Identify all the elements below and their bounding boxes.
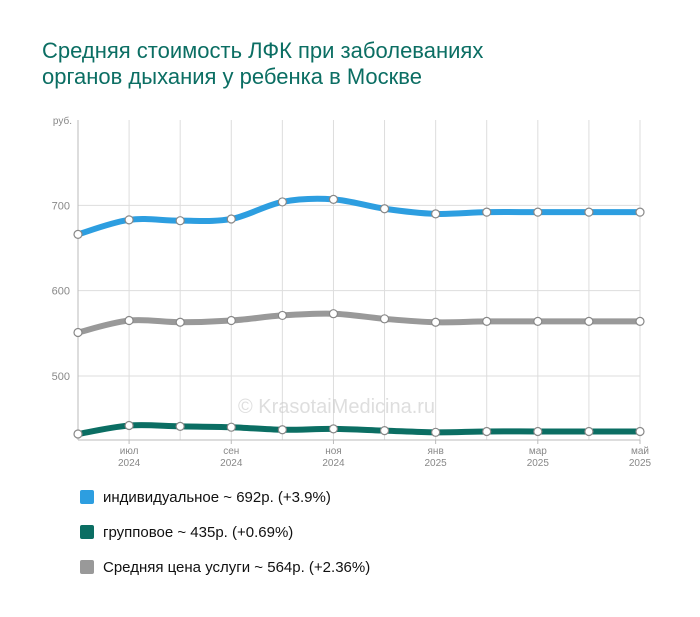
x-tick-label-year: 2024 — [118, 458, 141, 469]
data-point-average — [431, 317, 441, 327]
data-point-individual — [73, 229, 83, 239]
x-tick-label-year: 2025 — [527, 458, 550, 469]
data-point-individual — [533, 207, 543, 217]
data-point-average — [635, 316, 645, 326]
legend-label-group: групповое ~ 435р. (+0.69%) — [103, 523, 294, 541]
legend-item-individual[interactable]: индивидуальное ~ 692р. (+3.9%) — [80, 488, 370, 506]
data-point-group — [584, 426, 594, 437]
x-tick-label-year: 2024 — [220, 458, 243, 469]
y-axis-unit-label: руб. — [53, 115, 72, 127]
data-point-average — [482, 316, 492, 326]
x-tick-label-year: 2024 — [322, 458, 345, 469]
chart-title: Средняя стоимость ЛФК при заболеваниях о… — [42, 38, 662, 90]
data-point-group — [73, 429, 83, 439]
y-tick-label: 500 — [52, 371, 70, 383]
data-point-group — [635, 426, 645, 437]
data-point-average — [124, 315, 134, 326]
series-line-group — [75, 422, 643, 438]
data-point-individual — [635, 207, 645, 217]
series-line-individual — [75, 195, 643, 238]
legend-swatch-average — [80, 560, 94, 574]
legend-item-average[interactable]: Средняя цена услуги ~ 564р. (+2.36%) — [80, 558, 370, 576]
data-point-individual — [482, 207, 492, 217]
data-point-group — [175, 421, 185, 431]
data-point-group — [482, 426, 492, 437]
data-point-individual — [379, 204, 390, 214]
data-point-group — [328, 424, 339, 434]
legend-label-individual: индивидуальное ~ 692р. (+3.9%) — [103, 488, 331, 506]
legend-swatch-individual — [80, 490, 94, 504]
data-point-individual — [124, 215, 134, 225]
data-point-individual — [584, 207, 594, 217]
data-point-group — [379, 426, 390, 436]
series-line-average — [75, 310, 643, 336]
chart-title-line-2: органов дыхания у ребенка в Москве — [42, 64, 422, 89]
y-tick-label: 600 — [52, 286, 70, 298]
data-point-individual — [277, 197, 287, 207]
data-point-average — [277, 310, 287, 321]
x-tick-label-month: янв — [428, 446, 444, 457]
data-point-group — [124, 420, 134, 431]
legend-swatch-group — [80, 525, 94, 539]
data-point-individual — [175, 216, 185, 226]
data-point-group — [431, 427, 441, 437]
x-tick-label-month: ноя — [325, 446, 342, 457]
x-tick-label-year: 2025 — [425, 458, 448, 469]
data-point-average — [533, 316, 543, 326]
data-point-group — [277, 425, 287, 435]
data-point-average — [584, 316, 594, 326]
x-tick-label-month: мар — [529, 446, 547, 457]
chart-title-line-1: Средняя стоимость ЛФК при заболеваниях — [42, 38, 484, 63]
watermark: © KrasotaiMedicina.ru — [238, 396, 436, 418]
legend: индивидуальное ~ 692р. (+3.9%) групповое… — [80, 488, 370, 593]
data-point-individual — [226, 214, 236, 224]
data-point-average — [226, 315, 236, 326]
data-point-average — [175, 317, 185, 327]
legend-label-average: Средняя цена услуги ~ 564р. (+2.36%) — [103, 558, 371, 576]
x-tick-label-month: июл — [120, 446, 139, 457]
x-tick-label-month: май — [631, 446, 649, 457]
y-tick-label: 700 — [52, 200, 70, 212]
data-point-average — [328, 309, 339, 319]
data-point-average — [73, 327, 83, 338]
data-point-individual — [431, 209, 441, 219]
x-tick-label-month: сен — [223, 446, 239, 457]
data-point-individual — [328, 194, 339, 204]
data-point-group — [533, 426, 543, 437]
data-point-average — [379, 314, 390, 324]
legend-item-group[interactable]: групповое ~ 435р. (+0.69%) — [80, 523, 370, 541]
line-chart: руб.500600700июл2024сен2024ноя2024янв202… — [52, 115, 652, 469]
data-point-group — [226, 422, 236, 432]
x-tick-label-year: 2025 — [629, 458, 652, 469]
